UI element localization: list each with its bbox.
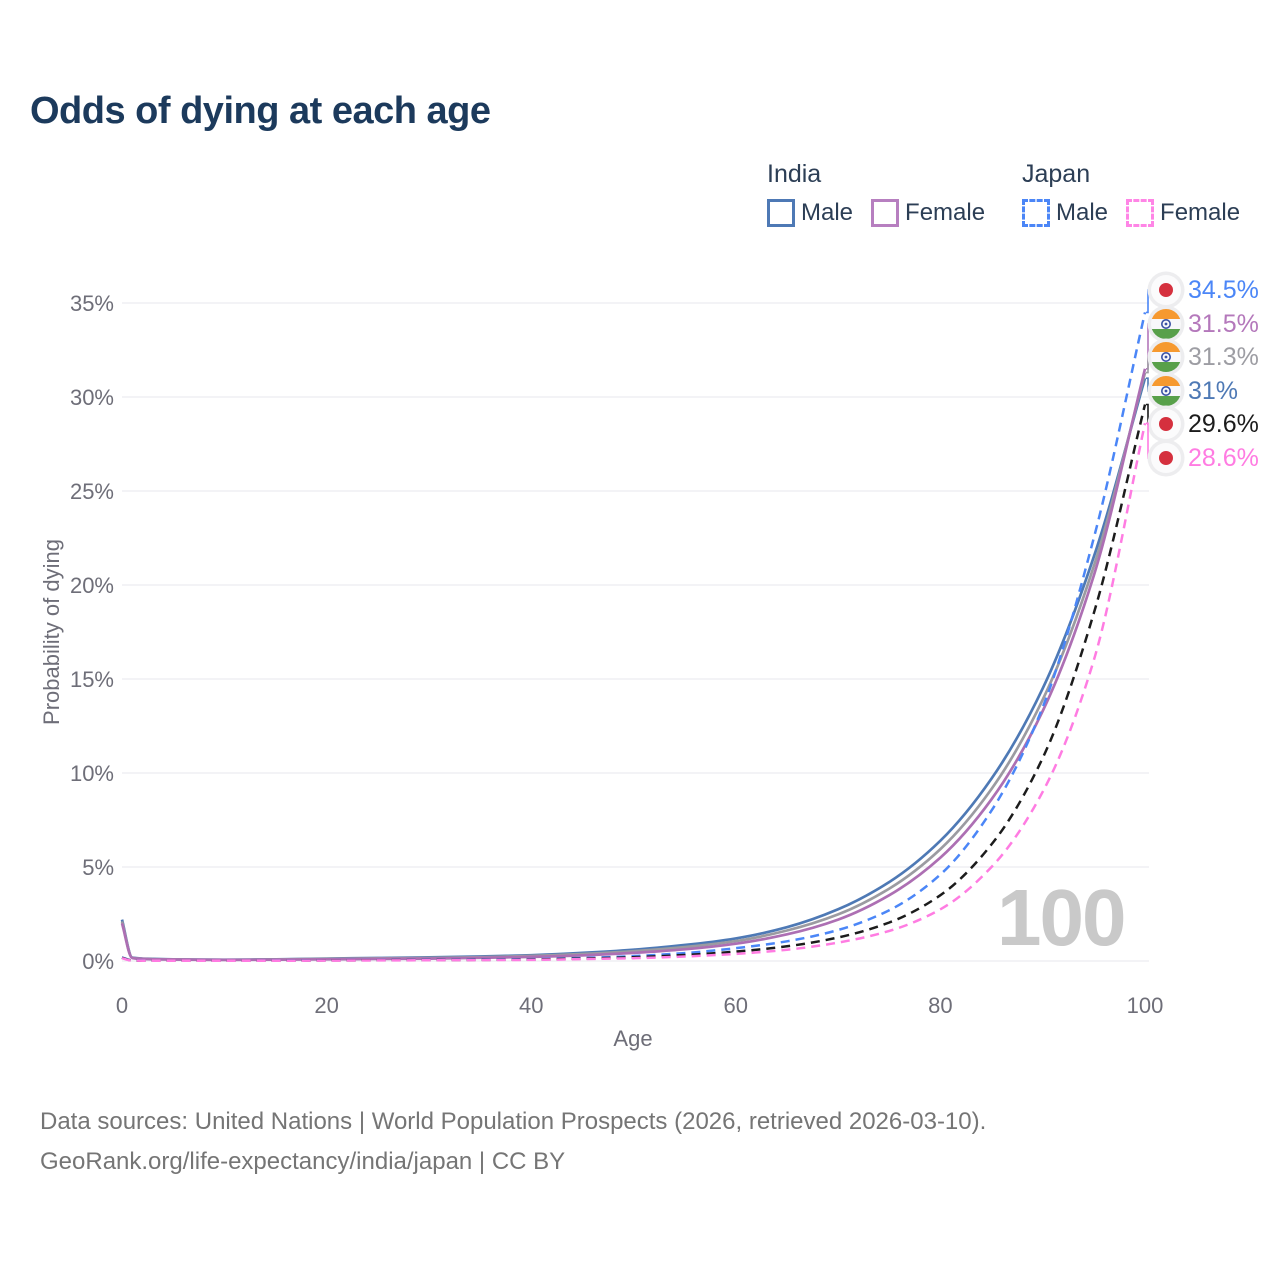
y-tick-label: 25%	[70, 479, 114, 504]
y-tick-label: 0%	[82, 949, 114, 974]
india-flag-saffron	[1151, 376, 1181, 386]
india-flag-chakra	[1161, 385, 1172, 396]
end-label: 28.6%	[1147, 439, 1259, 477]
legend-swatch-india-male	[767, 199, 795, 227]
end-label-value: 34.5%	[1188, 276, 1259, 304]
india-flag-green	[1151, 362, 1181, 372]
series-line-japan-female	[121, 423, 1147, 963]
japan-flag-sun	[1159, 451, 1173, 465]
japan-flag-sun	[1159, 283, 1173, 297]
legend-item-japan-male[interactable]: Male	[1022, 199, 1108, 227]
india-flag-green	[1151, 396, 1181, 406]
legend-item-japan-female[interactable]: Female	[1126, 199, 1240, 227]
x-tick-label: 100	[1127, 993, 1164, 1018]
age-watermark: 100	[997, 873, 1126, 962]
india-flag-icon	[1151, 342, 1181, 372]
legend-item-india-male[interactable]: Male	[767, 199, 853, 227]
x-tick-label: 80	[928, 993, 952, 1018]
series-line-japan-total	[121, 404, 1147, 963]
legend-swatch-japan-male	[1022, 199, 1050, 227]
end-label-value: 31.3%	[1188, 343, 1259, 371]
y-tick-label: 35%	[70, 291, 114, 316]
y-tick-label: 5%	[82, 855, 114, 880]
y-axis-title: Probability of dying	[39, 539, 64, 725]
y-tick-label: 15%	[70, 667, 114, 692]
legend-label-japan-male: Male	[1056, 199, 1109, 226]
legend-label-india-male: Male	[801, 199, 854, 226]
india-flag-chakra	[1161, 351, 1172, 362]
legend-country-japan[interactable]: Japan	[1022, 160, 1091, 188]
x-tick-label: 20	[314, 993, 338, 1018]
x-tick-label: 60	[724, 993, 748, 1018]
end-label: 31.3%	[1147, 338, 1259, 376]
legend-label-india-female: Female	[905, 199, 986, 226]
legend-label-japan-female: Female	[1160, 199, 1241, 226]
india-flag-green	[1151, 329, 1181, 339]
end-label-value: 29.6%	[1188, 410, 1259, 438]
end-label-value: 28.6%	[1188, 444, 1259, 472]
end-label: 31.5%	[1147, 305, 1259, 343]
x-tick-label: 40	[519, 993, 543, 1018]
legend-country-india[interactable]: India	[767, 160, 822, 188]
legend-swatch-japan-female	[1126, 199, 1155, 227]
series-line-japan-male	[121, 312, 1147, 963]
legend-group-india: India Male Female	[767, 160, 985, 227]
x-axis-title: Age	[613, 1026, 653, 1051]
footer-attribution: GeoRank.org/life-expectancy/india/japan …	[40, 1148, 566, 1175]
footer-sources: Data sources: United Nations | World Pop…	[40, 1108, 987, 1135]
japan-flag-icon	[1151, 443, 1181, 473]
legend-item-india-female[interactable]: Female	[871, 199, 985, 227]
series-line-india-total	[120, 372, 1147, 962]
india-flag-chakra-hub	[1164, 322, 1168, 326]
x-tick-label: 0	[116, 993, 128, 1018]
india-flag-icon	[1151, 376, 1181, 406]
india-flag-icon	[1151, 309, 1181, 339]
page-title: Odds of dying at each age	[30, 90, 491, 132]
y-tick-label: 30%	[70, 385, 114, 410]
japan-flag-icon	[1151, 409, 1181, 439]
end-label-value: 31%	[1188, 377, 1238, 405]
india-flag-saffron	[1151, 342, 1181, 352]
end-label: 31%	[1147, 372, 1238, 410]
india-flag-saffron	[1151, 309, 1181, 319]
y-tick-label: 20%	[70, 573, 114, 598]
end-label: 34.5%	[1147, 271, 1259, 309]
series-line-india-female	[120, 368, 1147, 962]
legend-group-japan: Japan Male Female	[1022, 160, 1240, 227]
japan-flag-icon	[1151, 275, 1181, 305]
india-flag-chakra-hub	[1164, 355, 1168, 359]
japan-flag-sun	[1159, 417, 1173, 431]
series-line-india-male	[120, 377, 1147, 962]
india-flag-chakra	[1161, 318, 1172, 329]
y-tick-label: 10%	[70, 761, 114, 786]
end-label-value: 31.5%	[1188, 310, 1259, 338]
india-flag-chakra-hub	[1164, 389, 1168, 393]
legend-swatch-india-female	[871, 199, 900, 227]
end-label: 29.6%	[1147, 405, 1259, 443]
